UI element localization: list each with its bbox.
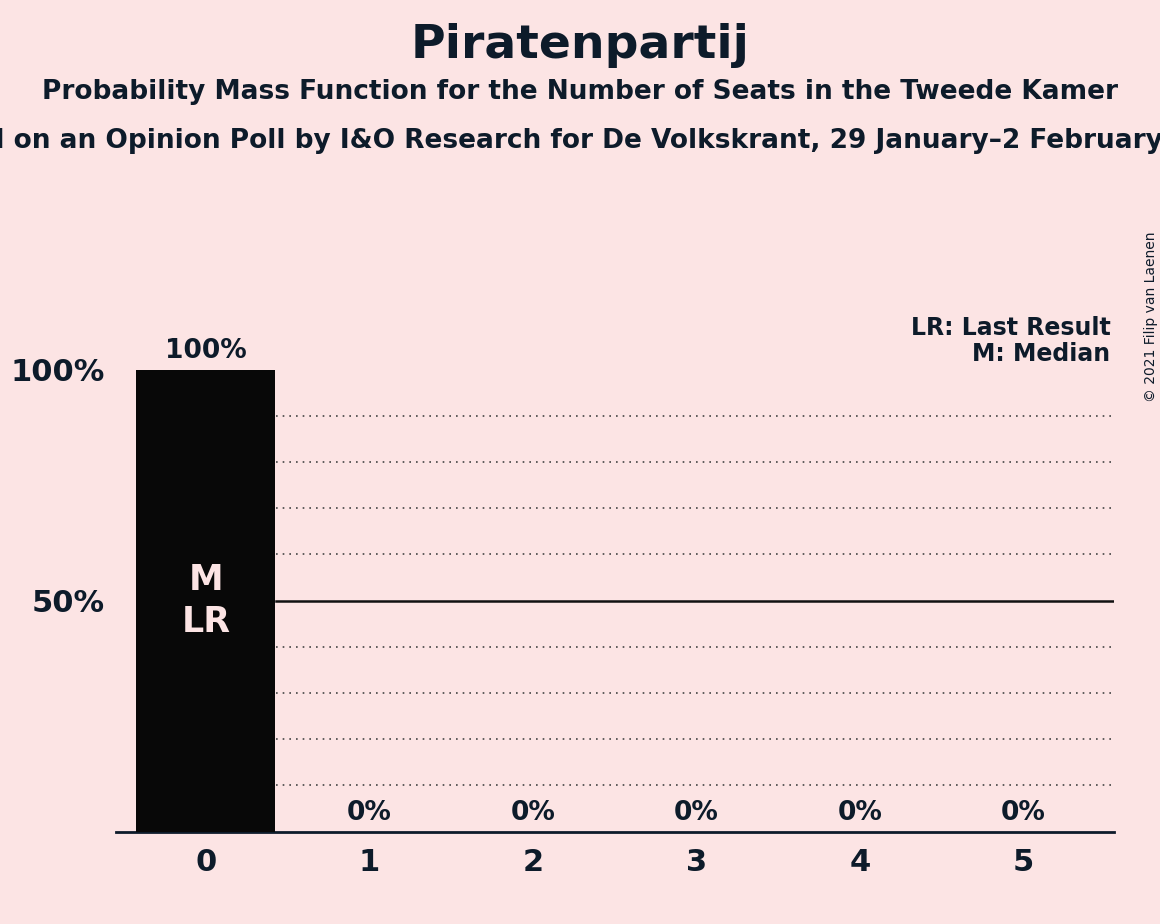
- Text: 0%: 0%: [838, 800, 883, 826]
- Text: 0%: 0%: [510, 800, 556, 826]
- Text: 0%: 0%: [347, 800, 392, 826]
- Text: Piratenpartij: Piratenpartij: [411, 23, 749, 68]
- Text: Based on an Opinion Poll by I&O Research for De Volkskrant, 29 January–2 Februar: Based on an Opinion Poll by I&O Research…: [0, 128, 1160, 153]
- Bar: [137, 370, 275, 832]
- Text: Probability Mass Function for the Number of Seats in the Tweede Kamer: Probability Mass Function for the Number…: [42, 79, 1118, 104]
- Text: LR: Last Result: LR: Last Result: [911, 316, 1110, 340]
- Text: 0%: 0%: [1001, 800, 1046, 826]
- Text: 100%: 100%: [165, 338, 247, 364]
- Text: M
LR: M LR: [181, 563, 231, 638]
- Text: © 2021 Filip van Laenen: © 2021 Filip van Laenen: [1144, 231, 1158, 402]
- Text: 0%: 0%: [674, 800, 719, 826]
- Text: M: Median: M: Median: [972, 342, 1110, 366]
